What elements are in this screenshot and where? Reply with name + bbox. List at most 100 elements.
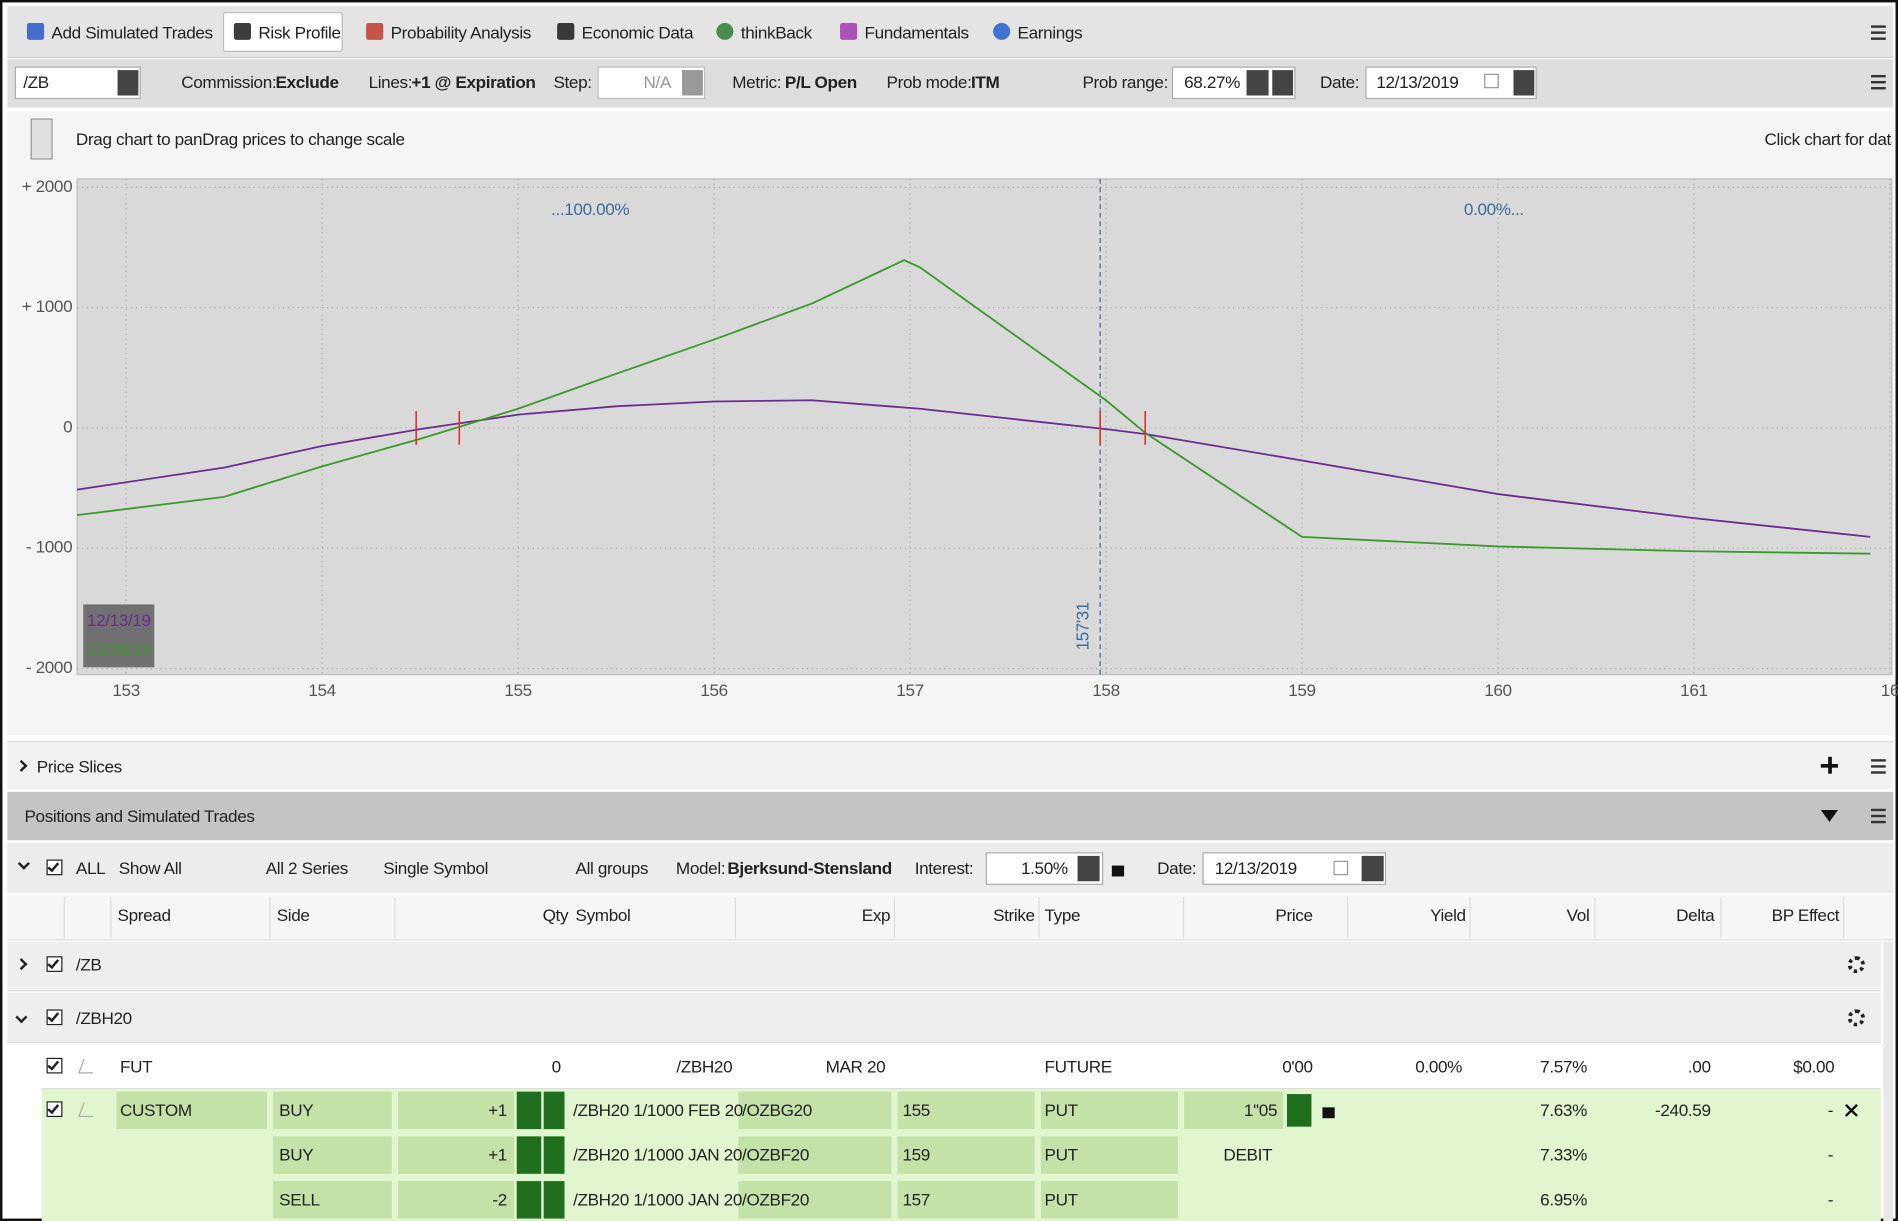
spinner[interactable] <box>1077 855 1100 882</box>
filter[interactable]: Show All <box>118 858 182 878</box>
qty-spinner[interactable] <box>516 1181 542 1219</box>
lock-icon[interactable] <box>1111 865 1125 877</box>
setting-value[interactable]: ITM <box>971 72 1000 92</box>
dropdown-button[interactable] <box>117 70 139 96</box>
chart-icon[interactable] <box>30 118 53 160</box>
checkbox[interactable] <box>46 1101 63 1118</box>
tab-label[interactable]: Risk Profile <box>258 22 341 43</box>
checkbox[interactable] <box>46 1009 63 1026</box>
spinner[interactable] <box>1361 855 1384 882</box>
cell-box[interactable] <box>116 1091 267 1130</box>
column-header[interactable]: Exp <box>861 905 891 925</box>
cell-box[interactable] <box>273 1136 392 1174</box>
cell-box[interactable] <box>1184 1091 1284 1130</box>
cell-box[interactable] <box>738 1136 892 1174</box>
setting-value[interactable]: Exclude <box>275 72 340 92</box>
tab-icon[interactable] <box>716 22 734 40</box>
setting-value[interactable]: P/L Open <box>784 72 857 92</box>
column-header[interactable]: Strike <box>993 905 1035 925</box>
lock-icon[interactable] <box>1322 1107 1335 1119</box>
collapse-icon[interactable] <box>1820 809 1838 823</box>
tab-label[interactable]: Economic Data <box>581 22 694 43</box>
symbol-value[interactable]: /ZB <box>23 72 49 92</box>
tab-icon[interactable] <box>993 22 1011 40</box>
menu-icon-line[interactable] <box>1871 759 1886 762</box>
filter-value[interactable]: Bjerksund-Stensland <box>727 858 892 878</box>
cell-box[interactable] <box>897 1091 1035 1130</box>
add-icon[interactable] <box>1828 756 1832 774</box>
date-input[interactable] <box>1365 66 1537 100</box>
date-input[interactable] <box>1202 852 1387 885</box>
tab-label[interactable]: Probability Analysis <box>390 22 532 43</box>
checkbox[interactable] <box>46 956 63 972</box>
cell-box[interactable] <box>397 1091 515 1130</box>
qty-spinner[interactable] <box>516 1091 542 1130</box>
menu-icon-line[interactable] <box>1871 765 1886 768</box>
cell-box[interactable] <box>397 1181 515 1219</box>
setting-value[interactable]: +1 @ Expiration <box>411 72 536 92</box>
tab-icon[interactable] <box>26 22 45 40</box>
cell-box[interactable] <box>897 1136 1035 1174</box>
date-value[interactable]: 12/13/2019 <box>1376 72 1459 92</box>
filter[interactable]: All groups <box>575 858 649 878</box>
menu-icon-line[interactable] <box>1871 820 1886 824</box>
date-value[interactable]: 12/13/2019 <box>1214 858 1298 878</box>
column-header[interactable]: Vol <box>1566 905 1590 925</box>
tab-icon[interactable] <box>233 22 252 40</box>
menu-icon-line[interactable] <box>1871 771 1886 774</box>
menu-icon-line[interactable] <box>1871 87 1886 90</box>
filter[interactable]: All 2 Series <box>265 858 349 878</box>
cell-box[interactable] <box>1040 1136 1178 1174</box>
calendar-icon[interactable] <box>1333 860 1349 876</box>
qty-dropdown[interactable] <box>543 1091 565 1130</box>
checkbox[interactable] <box>46 859 63 876</box>
section-title[interactable]: Price Slices <box>36 756 123 777</box>
tab-label[interactable]: thinkBack <box>740 22 812 43</box>
checkbox[interactable] <box>46 1057 63 1074</box>
cell-box[interactable] <box>1040 1181 1178 1219</box>
column-header[interactable]: Qty <box>542 905 569 925</box>
tab-label[interactable]: Earnings <box>1017 22 1083 43</box>
interest-value[interactable]: 1.50% <box>1020 858 1068 878</box>
cell-box[interactable] <box>738 1091 892 1130</box>
spinner[interactable] <box>1513 70 1535 96</box>
menu-icon-line[interactable] <box>1871 37 1886 40</box>
price-spinner[interactable] <box>1286 1094 1312 1127</box>
menu-icon-line[interactable] <box>1871 25 1886 28</box>
qty-dropdown[interactable] <box>543 1136 565 1174</box>
tab-icon[interactable] <box>557 22 575 40</box>
menu-icon-line[interactable] <box>1871 808 1886 812</box>
tab-label[interactable]: Add Simulated Trades <box>51 22 213 43</box>
column-header[interactable]: Price <box>1275 905 1313 925</box>
qty-spinner[interactable] <box>516 1136 542 1174</box>
column-header[interactable]: Symbol <box>575 905 631 925</box>
spinner[interactable] <box>1246 70 1269 96</box>
group-label[interactable]: /ZB <box>75 955 102 975</box>
tab-label[interactable]: Fundamentals <box>864 22 969 43</box>
calendar-icon[interactable] <box>1484 73 1499 89</box>
gear-icon[interactable] <box>1847 956 1865 974</box>
tab-icon[interactable] <box>840 22 858 40</box>
filter[interactable]: Single Symbol <box>383 858 489 878</box>
column-header[interactable]: Side <box>276 905 310 925</box>
cell-box[interactable] <box>1040 1091 1178 1130</box>
prob-range-value[interactable]: 68.27% <box>1184 72 1241 92</box>
group-label[interactable]: /ZBH20 <box>75 1008 132 1028</box>
qty-dropdown[interactable] <box>543 1181 565 1219</box>
filter[interactable]: ALL <box>75 858 106 878</box>
tab-icon[interactable] <box>366 22 384 40</box>
cell-box[interactable] <box>738 1181 892 1219</box>
column-header[interactable]: Yield <box>1430 905 1466 925</box>
cell-box[interactable] <box>897 1181 1035 1219</box>
cell-box[interactable] <box>397 1136 515 1174</box>
menu-icon-line[interactable] <box>1871 31 1886 34</box>
menu-icon-line[interactable] <box>1871 74 1886 78</box>
menu-icon-line[interactable] <box>1871 814 1886 818</box>
column-header[interactable]: Type <box>1044 905 1081 925</box>
column-header[interactable]: Spread <box>117 905 171 925</box>
gear-icon[interactable] <box>1847 1009 1865 1027</box>
spinner[interactable] <box>682 70 703 96</box>
cell-box[interactable] <box>273 1091 392 1130</box>
column-header[interactable]: BP Effect <box>1771 905 1840 925</box>
column-header[interactable]: Delta <box>1676 905 1715 925</box>
